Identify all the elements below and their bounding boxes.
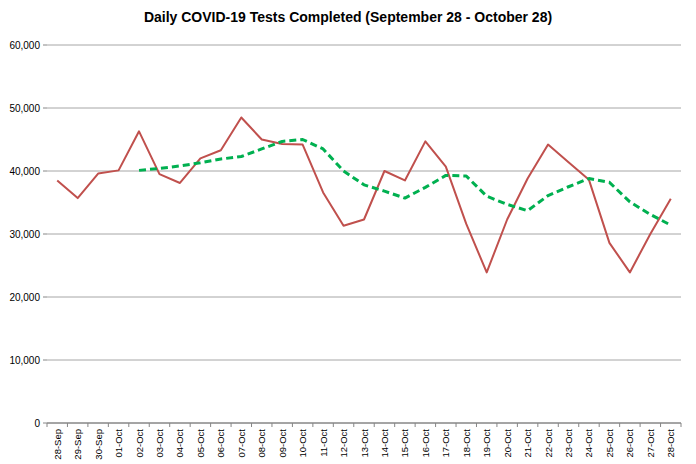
x-tick xyxy=(67,423,68,427)
y-tick-label: 30,000 xyxy=(9,229,40,240)
plot-area xyxy=(57,117,671,272)
y-tick xyxy=(43,234,47,235)
x-tick xyxy=(353,423,354,427)
x-tick-label: 09-Oct xyxy=(277,429,288,458)
grid-line xyxy=(47,45,681,46)
x-tick xyxy=(496,423,497,427)
x-tick xyxy=(517,423,518,427)
x-tick xyxy=(435,423,436,427)
x-tick xyxy=(681,423,682,427)
grid-line xyxy=(47,423,681,424)
y-tick-label: 40,000 xyxy=(9,166,40,177)
x-tick-label: 01-Oct xyxy=(113,429,124,458)
x-axis xyxy=(47,423,681,424)
y-tick-label: 60,000 xyxy=(9,40,40,51)
x-tick-label: 02-Oct xyxy=(134,429,145,458)
x-tick xyxy=(558,423,559,427)
grid-line xyxy=(47,360,681,361)
x-tick-label: 24-Oct xyxy=(583,429,594,458)
y-tick-label: 0 xyxy=(34,418,40,429)
x-tick xyxy=(87,423,88,427)
x-tick-label: 27-Oct xyxy=(645,429,656,458)
x-tick-label: 30-Sep xyxy=(93,429,104,460)
x-tick-label: 17-Oct xyxy=(440,429,451,458)
x-tick-label: 29-Sep xyxy=(72,429,83,460)
x-tick xyxy=(333,423,334,427)
y-tick xyxy=(43,171,47,172)
x-tick-label: 15-Oct xyxy=(399,429,410,458)
x-tick-label: 16-Oct xyxy=(420,429,431,458)
grid-line xyxy=(47,234,681,235)
series-line xyxy=(139,140,671,226)
x-tick-label: 14-Oct xyxy=(379,429,390,458)
x-tick-label: 06-Oct xyxy=(215,429,226,458)
x-tick xyxy=(169,423,170,427)
x-tick xyxy=(149,423,150,427)
x-tick xyxy=(537,423,538,427)
x-tick xyxy=(128,423,129,427)
x-tick-label: 05-Oct xyxy=(195,429,206,458)
y-tick-label: 20,000 xyxy=(9,292,40,303)
x-tick xyxy=(47,423,48,427)
x-tick xyxy=(578,423,579,427)
series-line xyxy=(57,117,671,272)
x-tick xyxy=(640,423,641,427)
x-tick-label: 28-Oct xyxy=(665,429,676,458)
x-tick-label: 10-Oct xyxy=(297,429,308,458)
title: Daily COVID-19 Tests Completed (Septembe… xyxy=(144,9,552,25)
x-tick-label: 22-Oct xyxy=(543,429,554,458)
x-tick xyxy=(415,423,416,427)
grid-line xyxy=(47,108,681,109)
x-tick xyxy=(660,423,661,427)
x-tick-label: 07-Oct xyxy=(236,429,247,458)
x-tick-label: 19-Oct xyxy=(481,429,492,458)
y-tick xyxy=(43,45,47,46)
x-tick xyxy=(374,423,375,427)
x-tick-label: 26-Oct xyxy=(624,429,635,458)
x-tick-label: 04-Oct xyxy=(174,429,185,458)
x-tick xyxy=(312,423,313,427)
x-tick xyxy=(476,423,477,427)
grid-line xyxy=(47,297,681,298)
x-tick-label: 12-Oct xyxy=(338,429,349,458)
y-tick xyxy=(43,360,47,361)
x-tick-label: 28-Sep xyxy=(52,429,63,460)
x-tick xyxy=(271,423,272,427)
background xyxy=(0,0,696,464)
y-tick-label: 50,000 xyxy=(9,103,40,114)
x-tick-label: 20-Oct xyxy=(502,429,513,458)
x-tick xyxy=(251,423,252,427)
x-tick xyxy=(231,423,232,427)
y-tick-label: 10,000 xyxy=(9,355,40,366)
x-tick xyxy=(292,423,293,427)
x-tick xyxy=(456,423,457,427)
x-tick xyxy=(190,423,191,427)
x-tick xyxy=(599,423,600,427)
x-tick xyxy=(210,423,211,427)
y-tick xyxy=(43,423,47,424)
x-tick xyxy=(619,423,620,427)
x-tick-label: 21-Oct xyxy=(522,429,533,458)
y-tick xyxy=(43,108,47,109)
x-tick-label: 08-Oct xyxy=(256,429,267,458)
x-tick-label: 18-Oct xyxy=(461,429,472,458)
x-tick-label: 03-Oct xyxy=(154,429,165,458)
x-tick-label: 23-Oct xyxy=(563,429,574,458)
x-tick xyxy=(394,423,395,427)
x-tick-label: 13-Oct xyxy=(359,429,370,458)
x-tick-label: 25-Oct xyxy=(604,429,615,458)
chart: Daily COVID-19 Tests Completed (Septembe… xyxy=(0,0,696,464)
x-tick-label: 11-Oct xyxy=(318,429,329,457)
x-tick xyxy=(108,423,109,427)
chart-root: Daily COVID-19 Tests Completed (Septembe… xyxy=(0,0,696,464)
y-tick xyxy=(43,297,47,298)
